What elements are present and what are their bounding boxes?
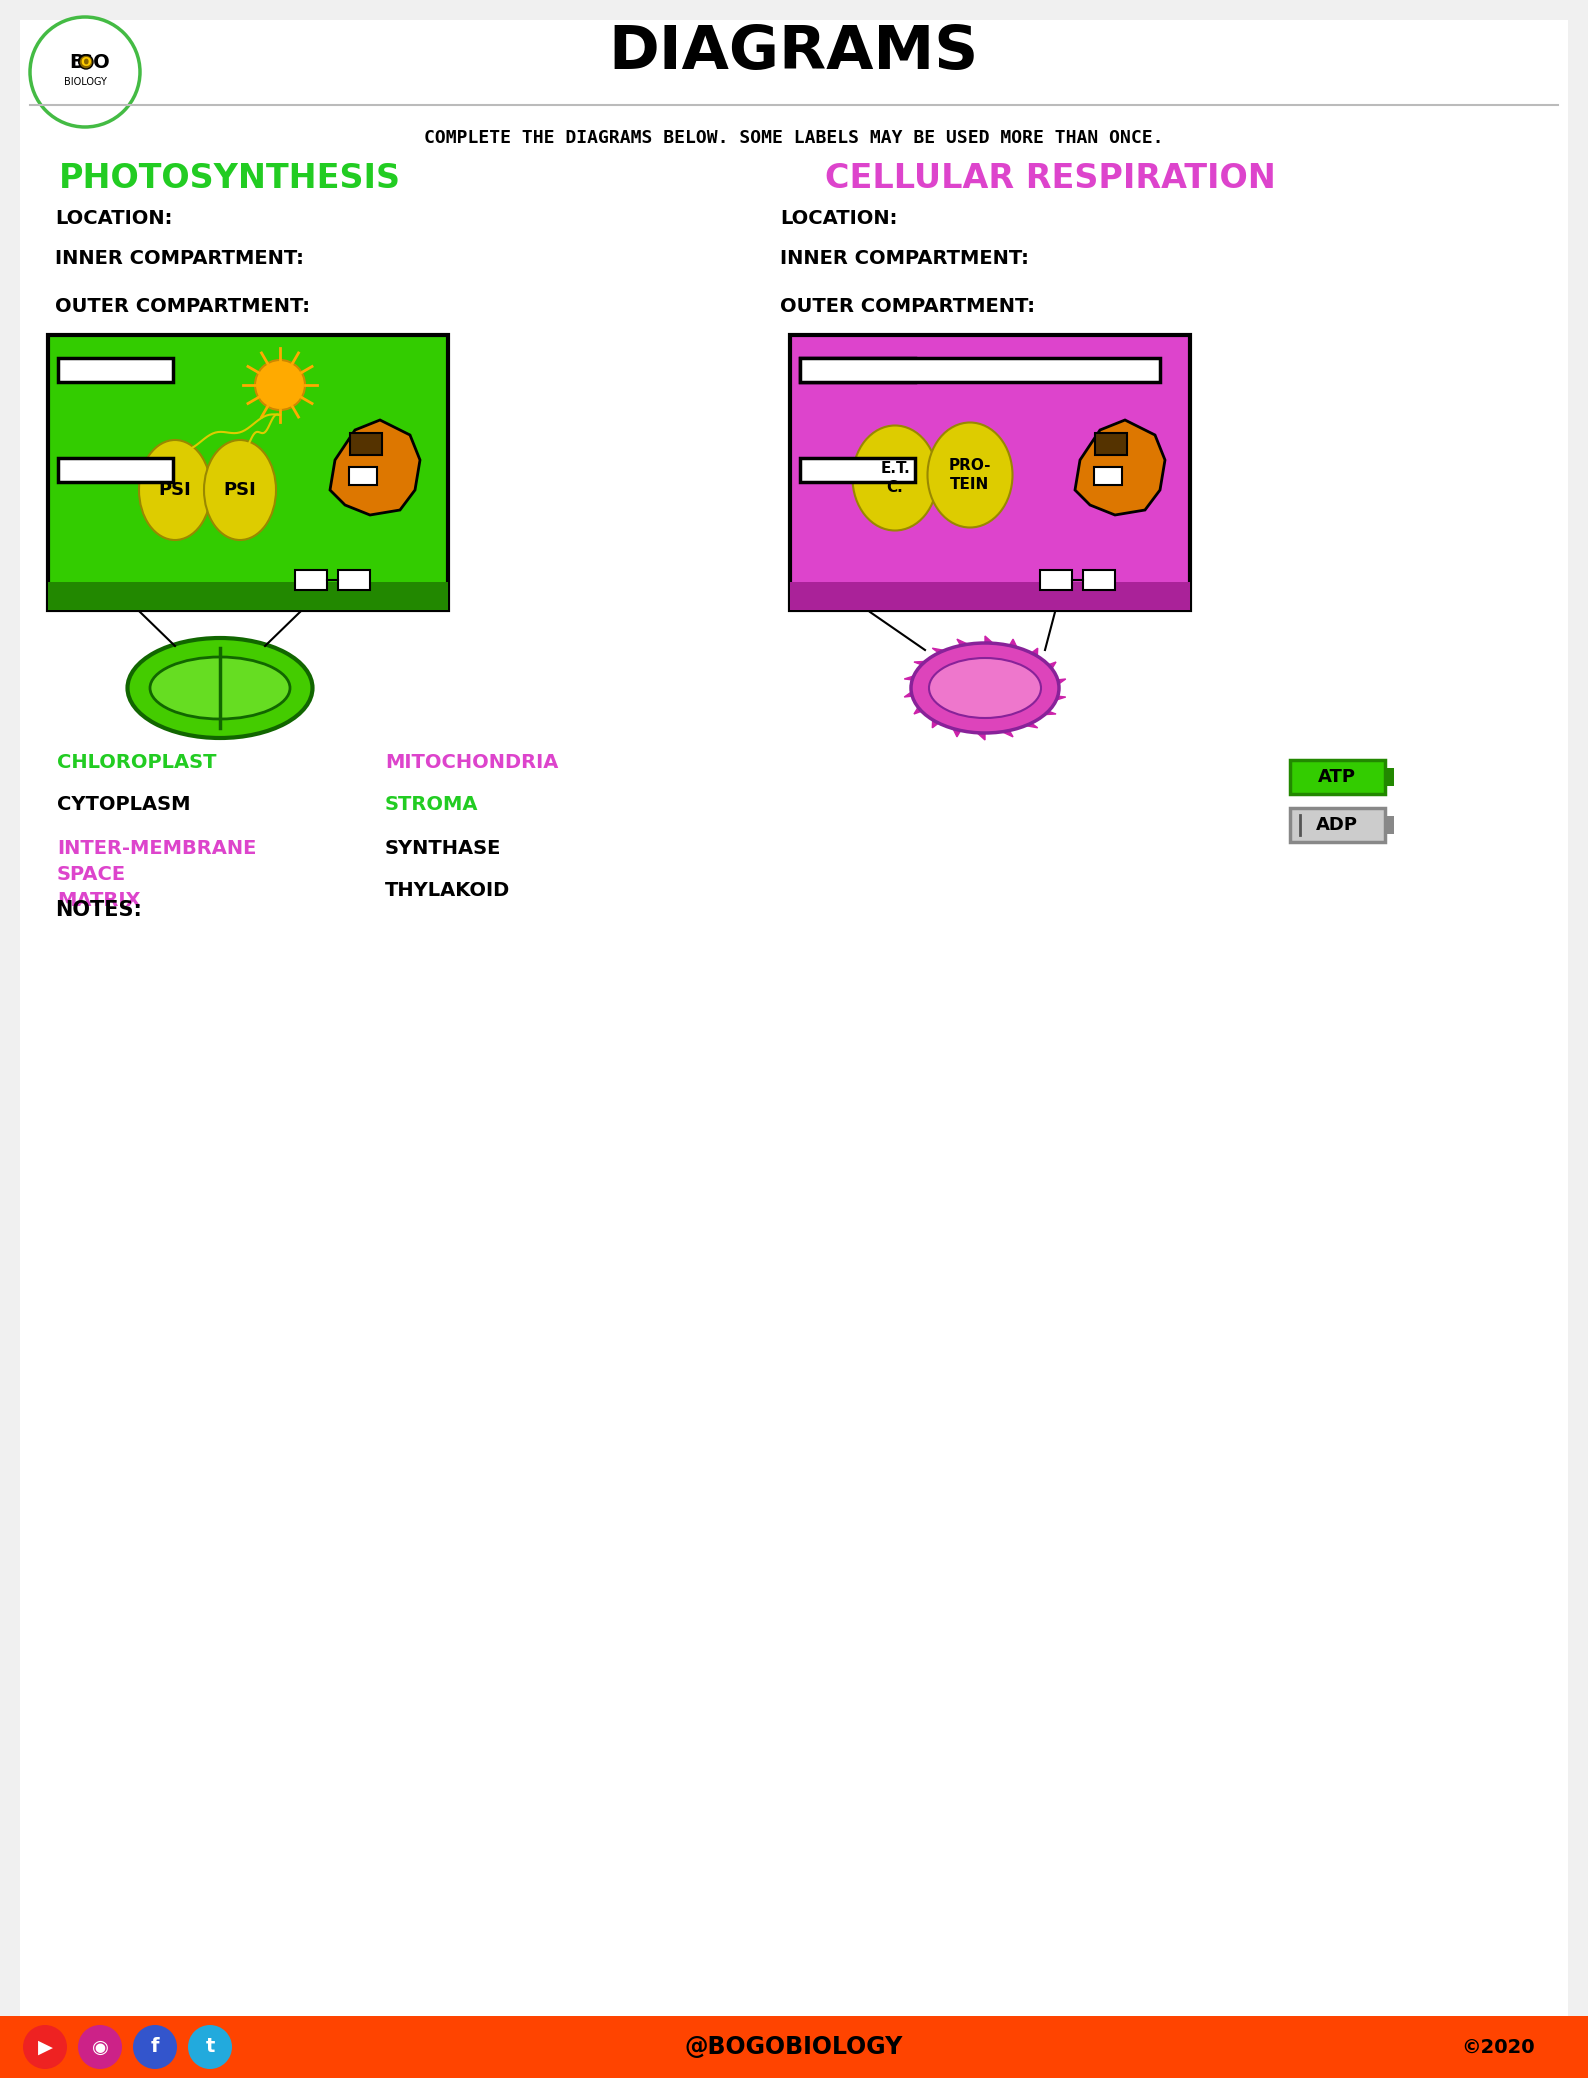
FancyBboxPatch shape [21,21,1567,2057]
Ellipse shape [929,659,1042,719]
Polygon shape [973,688,985,740]
FancyBboxPatch shape [1094,468,1123,484]
FancyBboxPatch shape [1040,569,1072,590]
Ellipse shape [140,441,211,540]
FancyBboxPatch shape [1385,817,1394,833]
Circle shape [30,17,140,127]
FancyBboxPatch shape [48,335,448,611]
Polygon shape [985,688,1066,702]
Text: BIOLOGY: BIOLOGY [64,77,106,87]
Text: SPACE: SPACE [57,864,125,883]
Text: B: B [70,52,84,71]
Polygon shape [985,636,997,688]
Text: COMPLETE THE DIAGRAMS BELOW. SOME LABELS MAY BE USED MORE THAN ONCE.: COMPLETE THE DIAGRAMS BELOW. SOME LABELS… [424,129,1164,148]
Text: ADP: ADP [1316,817,1358,833]
Text: NOTES:: NOTES: [56,900,141,921]
FancyBboxPatch shape [789,335,1189,611]
Text: @BOGOBIOLOGY: @BOGOBIOLOGY [684,2034,904,2059]
Polygon shape [985,688,1056,715]
Circle shape [79,54,94,69]
FancyBboxPatch shape [349,468,376,484]
Text: LOCATION:: LOCATION: [56,208,173,227]
Polygon shape [958,640,985,688]
Text: CHLOROPLAST: CHLOROPLAST [57,752,216,771]
Polygon shape [932,688,985,727]
Text: PSI: PSI [224,480,256,499]
Text: f: f [151,2039,159,2057]
Ellipse shape [149,657,291,719]
Circle shape [256,359,305,409]
Text: ▶: ▶ [38,2039,52,2057]
Text: INNER COMPARTMENT:: INNER COMPARTMENT: [56,249,303,268]
Polygon shape [915,688,985,715]
Polygon shape [985,688,1037,727]
Text: STROMA: STROMA [384,796,478,815]
FancyBboxPatch shape [338,569,370,590]
Text: PRO-
TEIN: PRO- TEIN [948,459,991,492]
Polygon shape [985,680,1066,688]
Circle shape [187,2024,232,2070]
Text: GO: GO [76,52,110,71]
FancyBboxPatch shape [1096,432,1127,455]
Text: MITOCHONDRIA: MITOCHONDRIA [384,752,559,771]
Text: CELLULAR RESPIRATION: CELLULAR RESPIRATION [824,162,1275,195]
Text: SYNTHASE: SYNTHASE [384,840,502,858]
FancyBboxPatch shape [1083,569,1115,590]
Circle shape [78,2024,122,2070]
FancyBboxPatch shape [0,2016,1588,2078]
Ellipse shape [912,642,1059,734]
FancyBboxPatch shape [1385,769,1394,785]
Text: DIAGRAMS: DIAGRAMS [608,23,980,81]
FancyBboxPatch shape [1289,808,1385,842]
Text: MATRIX: MATRIX [57,891,140,910]
Ellipse shape [203,441,276,540]
Polygon shape [951,688,985,738]
Polygon shape [985,663,1056,688]
FancyBboxPatch shape [59,457,173,482]
FancyBboxPatch shape [48,582,448,611]
Text: E.T.
C.: E.T. C. [880,461,910,495]
Circle shape [133,2024,176,2070]
FancyBboxPatch shape [789,582,1189,611]
Polygon shape [985,648,1037,688]
Ellipse shape [127,638,313,738]
Text: O: O [81,56,92,69]
Text: CYTOPLASM: CYTOPLASM [57,796,191,815]
Polygon shape [932,648,985,688]
FancyBboxPatch shape [1289,761,1385,794]
FancyBboxPatch shape [349,432,383,455]
Text: INNER COMPARTMENT:: INNER COMPARTMENT: [780,249,1029,268]
Text: ATP: ATP [1318,769,1356,785]
Text: OUTER COMPARTMENT:: OUTER COMPARTMENT: [56,297,310,316]
FancyBboxPatch shape [59,357,173,382]
Ellipse shape [853,426,937,530]
Polygon shape [985,640,1019,688]
Text: PHOTOSYNTHESIS: PHOTOSYNTHESIS [59,162,402,195]
FancyBboxPatch shape [295,569,327,590]
Text: ©2020: ©2020 [1461,2039,1536,2057]
Text: LOCATION:: LOCATION: [780,208,897,227]
Polygon shape [904,673,985,688]
Polygon shape [1075,420,1166,515]
Text: THYLAKOID: THYLAKOID [384,881,510,900]
Text: INTER-MEMBRANE: INTER-MEMBRANE [57,840,256,858]
Circle shape [22,2024,67,2070]
Polygon shape [915,661,985,688]
Text: ◉: ◉ [92,2039,108,2057]
FancyBboxPatch shape [800,357,915,382]
FancyBboxPatch shape [800,357,1159,382]
FancyBboxPatch shape [800,457,915,482]
Text: OUTER COMPARTMENT:: OUTER COMPARTMENT: [780,297,1035,316]
Polygon shape [985,688,1013,738]
Polygon shape [330,420,419,515]
Ellipse shape [927,422,1013,528]
Text: PSI: PSI [159,480,192,499]
Text: t: t [205,2039,214,2057]
Polygon shape [904,688,985,696]
